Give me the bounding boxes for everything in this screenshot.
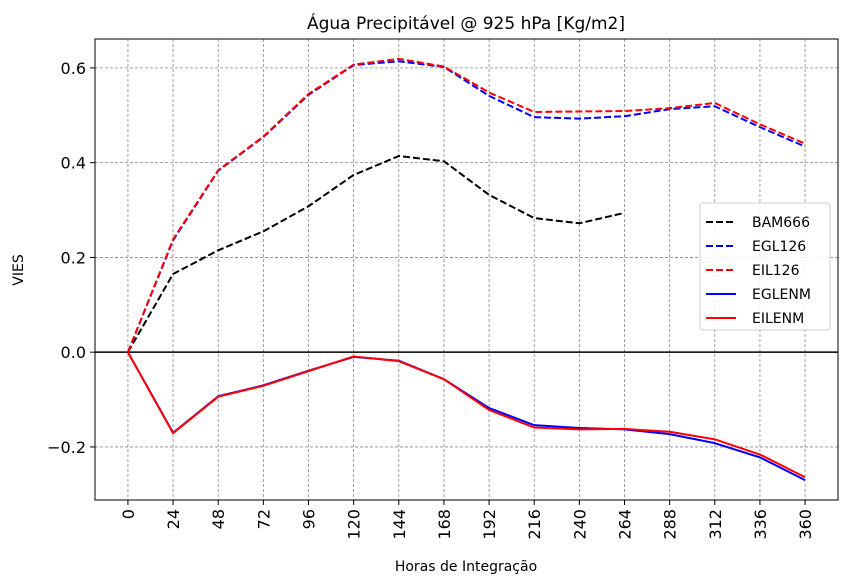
y-tick-label: −0.2 xyxy=(47,438,86,457)
x-tick-label: 312 xyxy=(706,509,725,540)
x-tick-label: 96 xyxy=(299,509,318,529)
x-tick-label: 336 xyxy=(751,509,770,540)
x-axis-label: Horas de Integração xyxy=(395,559,537,575)
x-tick-label: 0 xyxy=(119,509,138,519)
x-tick-label: 24 xyxy=(164,509,183,529)
series-line-eglenm xyxy=(127,351,806,481)
x-axis: 0 24 48 72 96 120 144 168 192 216 240 264 288 312 336 3… xyxy=(119,500,815,540)
series-line-eil126 xyxy=(126,57,806,353)
series-group xyxy=(126,57,806,481)
legend: BAM666 EGL126 EIL126 EGLENM EILENM xyxy=(699,202,831,331)
x-tick-label: 48 xyxy=(209,509,228,529)
x-tick-label: 360 xyxy=(796,509,815,540)
x-tick-label: 72 xyxy=(254,509,273,529)
y-tick-label: 0.0 xyxy=(61,343,86,362)
y-tick-label: 0.6 xyxy=(61,59,86,78)
legend-label-eilenm: EILENM xyxy=(752,311,804,327)
x-tick-label: 192 xyxy=(480,509,499,540)
series-line-bam666 xyxy=(127,155,625,353)
x-tick-label: 264 xyxy=(616,509,635,540)
legend-label-eglenm: EGLENM xyxy=(752,287,811,303)
legend-label-bam666: BAM666 xyxy=(752,215,810,231)
chart-title: Água Precipitável @ 925 hPa [Kg/m2] xyxy=(307,12,625,34)
legend-label-egl126: EGL126 xyxy=(752,239,806,255)
x-tick-label: 288 xyxy=(661,509,680,540)
series-line-eilenm xyxy=(127,351,806,479)
legend-label-eil126: EIL126 xyxy=(752,263,800,279)
y-axis: −0.2 0.0 0.2 0.4 0.6 xyxy=(47,59,95,457)
plot-frame xyxy=(94,38,839,501)
y-axis-label: VIES xyxy=(11,254,27,286)
x-tick-label: 240 xyxy=(570,509,589,540)
y-tick-label: 0.4 xyxy=(61,154,86,173)
x-tick-label: 120 xyxy=(345,509,364,540)
x-tick-label: 168 xyxy=(435,509,454,540)
x-tick-label: 216 xyxy=(525,509,544,540)
x-tick-label: 144 xyxy=(390,509,409,540)
y-tick-label: 0.2 xyxy=(61,248,86,267)
